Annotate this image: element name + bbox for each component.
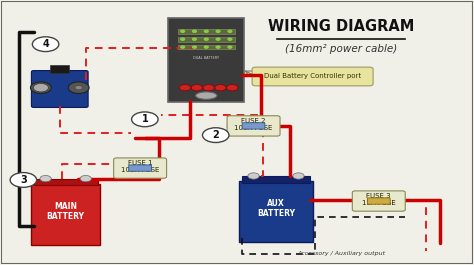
Circle shape <box>10 173 36 187</box>
Circle shape <box>204 30 208 32</box>
Text: WIRING DIAGRAM: WIRING DIAGRAM <box>268 19 414 34</box>
FancyBboxPatch shape <box>227 116 280 136</box>
Text: (16mm² power cable): (16mm² power cable) <box>285 44 397 54</box>
Circle shape <box>227 85 238 91</box>
Text: FUSE 1
100A FUSE: FUSE 1 100A FUSE <box>121 160 159 173</box>
Circle shape <box>228 30 232 32</box>
Circle shape <box>179 85 191 91</box>
Bar <box>34 179 98 185</box>
Circle shape <box>181 46 184 48</box>
Circle shape <box>215 85 226 91</box>
FancyBboxPatch shape <box>242 123 265 129</box>
Circle shape <box>216 38 220 40</box>
Text: MAIN
BATTERY: MAIN BATTERY <box>46 202 85 221</box>
FancyBboxPatch shape <box>168 18 244 102</box>
Circle shape <box>192 38 196 40</box>
Circle shape <box>181 30 184 32</box>
Bar <box>178 29 235 34</box>
Text: DUAL BATTERY: DUAL BATTERY <box>193 56 219 60</box>
FancyBboxPatch shape <box>31 70 88 107</box>
Circle shape <box>68 82 89 94</box>
Text: 1: 1 <box>141 114 148 124</box>
Circle shape <box>33 83 48 92</box>
Text: FUSE 3
15A FUSE: FUSE 3 15A FUSE <box>362 193 396 206</box>
Circle shape <box>32 37 59 52</box>
Text: 3: 3 <box>20 175 27 185</box>
Circle shape <box>202 128 229 143</box>
Text: Dual Battery Controller port: Dual Battery Controller port <box>264 73 361 79</box>
Circle shape <box>203 85 214 91</box>
Text: 2: 2 <box>212 130 219 140</box>
Circle shape <box>192 46 196 48</box>
Text: FUSE 2
100A FUSE: FUSE 2 100A FUSE <box>234 118 273 131</box>
Circle shape <box>293 173 304 179</box>
FancyBboxPatch shape <box>252 67 373 86</box>
Circle shape <box>204 46 208 48</box>
Circle shape <box>192 30 196 32</box>
Bar <box>178 37 235 42</box>
Circle shape <box>132 112 158 127</box>
Circle shape <box>228 46 232 48</box>
FancyBboxPatch shape <box>114 158 166 178</box>
Circle shape <box>216 30 220 32</box>
Circle shape <box>75 86 82 90</box>
Text: Accessory / Auxiliary output: Accessory / Auxiliary output <box>297 251 385 256</box>
FancyBboxPatch shape <box>239 181 313 242</box>
Circle shape <box>181 38 184 40</box>
Circle shape <box>248 173 259 179</box>
Ellipse shape <box>196 92 217 99</box>
Text: AUX
BATTERY: AUX BATTERY <box>257 199 295 218</box>
FancyBboxPatch shape <box>31 184 100 245</box>
Circle shape <box>216 46 220 48</box>
Circle shape <box>191 85 202 91</box>
Circle shape <box>80 175 91 182</box>
Circle shape <box>40 175 51 182</box>
Circle shape <box>30 82 51 94</box>
FancyBboxPatch shape <box>352 191 405 211</box>
Text: 4: 4 <box>42 39 49 49</box>
FancyBboxPatch shape <box>367 198 390 204</box>
Bar <box>178 45 235 50</box>
Circle shape <box>228 38 232 40</box>
FancyBboxPatch shape <box>129 165 152 171</box>
Bar <box>242 176 310 183</box>
Bar <box>50 65 69 73</box>
Circle shape <box>37 86 45 90</box>
Circle shape <box>204 38 208 40</box>
